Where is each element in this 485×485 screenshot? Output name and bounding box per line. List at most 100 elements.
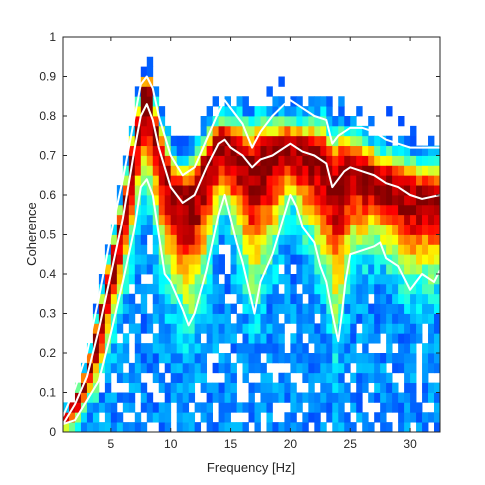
heatmap-cell xyxy=(314,362,321,374)
heatmap-cell xyxy=(212,343,219,354)
heatmap-cell xyxy=(80,362,88,374)
heatmap-cell xyxy=(92,343,100,354)
heatmap-cell xyxy=(314,145,321,156)
heatmap-cell xyxy=(266,293,273,305)
heatmap-cell xyxy=(302,323,309,334)
heatmap-cell xyxy=(332,116,339,127)
heatmap-cell xyxy=(314,125,321,137)
heatmap-cell xyxy=(410,125,417,137)
heatmap-cell xyxy=(158,274,166,285)
heatmap-cell xyxy=(176,283,184,295)
heatmap-cell xyxy=(218,303,225,314)
heatmap-cell xyxy=(128,185,136,196)
heatmap-cell xyxy=(398,313,405,324)
heatmap-cell xyxy=(122,214,130,226)
heatmap-cell xyxy=(176,293,184,305)
heatmap-cell xyxy=(170,145,178,156)
heatmap-cell xyxy=(134,145,142,156)
heatmap-cell xyxy=(110,234,118,245)
heatmap-cell xyxy=(380,264,387,275)
heatmap-cell xyxy=(326,372,333,384)
heatmap-cell xyxy=(350,392,357,403)
heatmap-cell xyxy=(434,402,441,413)
heatmap-cell xyxy=(200,125,208,137)
heatmap-cell xyxy=(260,343,267,354)
heatmap-cell xyxy=(386,402,393,413)
heatmap-cell xyxy=(308,165,315,176)
heatmap-cell xyxy=(386,145,393,156)
heatmap-cell xyxy=(242,303,249,314)
heatmap-cell xyxy=(326,116,333,127)
heatmap-cell xyxy=(248,195,255,206)
heatmap-cell xyxy=(386,293,393,305)
heatmap-cell xyxy=(146,353,154,364)
heatmap-cell xyxy=(422,392,429,403)
heatmap-cell xyxy=(170,195,178,206)
heatmap-cell xyxy=(338,214,345,226)
heatmap-cell xyxy=(170,175,178,186)
heatmap-cell xyxy=(332,165,339,176)
heatmap-cell xyxy=(332,283,339,295)
heatmap-cell xyxy=(152,254,160,265)
heatmap-cell xyxy=(248,155,255,166)
heatmap-cell xyxy=(170,204,178,216)
heatmap-cell xyxy=(98,343,106,354)
heatmap-cell xyxy=(398,392,405,403)
heatmap-cell xyxy=(158,382,166,393)
heatmap-cell xyxy=(92,313,100,324)
heatmap-cell xyxy=(236,274,243,285)
heatmap-cell xyxy=(266,353,273,364)
heatmap-cell xyxy=(224,185,231,196)
heatmap-cell xyxy=(338,283,345,295)
heatmap-cell xyxy=(248,274,255,285)
y-tick-label: 0.1 xyxy=(39,386,56,400)
heatmap-cell xyxy=(356,333,363,344)
heatmap-cell xyxy=(392,283,399,295)
heatmap-cell xyxy=(398,362,405,374)
heatmap-cell xyxy=(110,264,118,275)
heatmap-cell xyxy=(110,402,118,413)
heatmap-cell xyxy=(194,195,202,206)
heatmap-cell xyxy=(266,155,273,166)
heatmap-cell xyxy=(218,195,225,206)
heatmap-cell xyxy=(428,303,435,314)
heatmap-cell xyxy=(380,382,387,393)
heatmap-cell xyxy=(236,283,243,295)
heatmap-cell xyxy=(320,195,327,206)
heatmap-cell xyxy=(284,274,291,285)
heatmap-cell xyxy=(218,234,225,245)
heatmap-cell xyxy=(428,175,435,186)
heatmap-cell xyxy=(290,402,297,413)
y-tick-label: 0.3 xyxy=(39,307,56,321)
heatmap-cell xyxy=(170,362,178,374)
heatmap-cell xyxy=(332,372,339,384)
heatmap-cell xyxy=(260,204,267,216)
heatmap-cell xyxy=(386,353,393,364)
heatmap-cell xyxy=(344,234,351,245)
heatmap-cell xyxy=(410,195,417,206)
heatmap-cell xyxy=(152,274,160,285)
heatmap-cell xyxy=(140,244,148,255)
heatmap-cell xyxy=(158,224,166,235)
heatmap-cell xyxy=(218,106,225,117)
heatmap-cell xyxy=(212,333,219,344)
heatmap-cell xyxy=(104,402,112,413)
heatmap-cell xyxy=(236,343,243,354)
heatmap-cell xyxy=(224,214,231,226)
heatmap-cell xyxy=(122,293,130,305)
heatmap-cell xyxy=(392,244,399,255)
heatmap-cell xyxy=(356,185,363,196)
heatmap-cell xyxy=(248,402,255,413)
heatmap-cell xyxy=(308,116,315,127)
heatmap-cell xyxy=(308,185,315,196)
heatmap-cell xyxy=(398,264,405,275)
heatmap-cell xyxy=(182,303,190,314)
heatmap-cell xyxy=(200,145,208,156)
heatmap-cell xyxy=(302,234,309,245)
heatmap-cell xyxy=(260,116,267,127)
heatmap-cell xyxy=(374,254,381,265)
heatmap-cell xyxy=(356,293,363,305)
heatmap-cell xyxy=(224,402,231,413)
heatmap-cell xyxy=(356,382,363,393)
heatmap-cell xyxy=(278,155,285,166)
